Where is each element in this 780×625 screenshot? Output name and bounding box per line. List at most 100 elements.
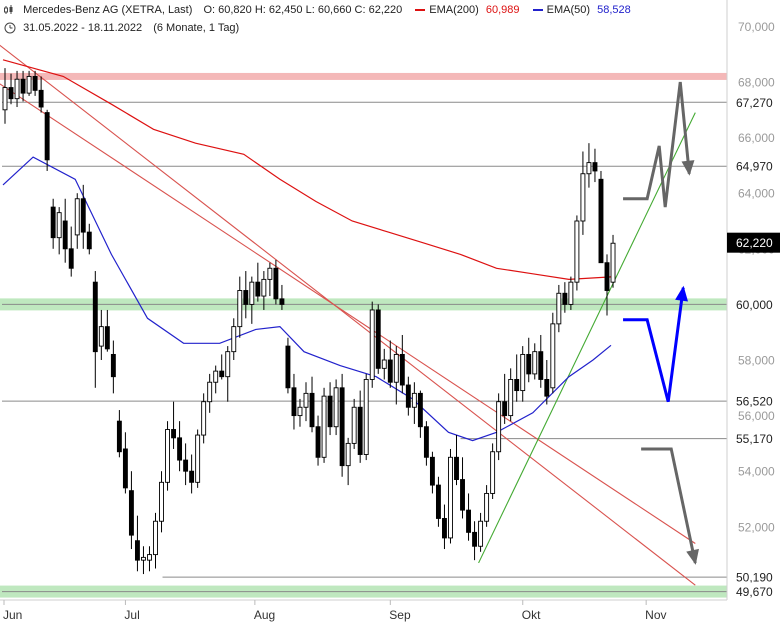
candle-body — [375, 309, 381, 369]
x-tick-label: Jul — [124, 608, 139, 622]
candle-body — [315, 426, 321, 458]
candle-body — [586, 162, 592, 175]
candle-body — [399, 353, 405, 386]
candle-body — [423, 426, 429, 458]
candle-body — [345, 442, 351, 467]
candle-body — [153, 520, 158, 556]
candle-body — [207, 381, 213, 403]
candle-body — [141, 556, 146, 561]
candle-body — [526, 353, 532, 375]
candle-body — [520, 353, 526, 392]
level-label-bg — [728, 429, 778, 448]
candle-body — [171, 429, 177, 439]
level-label: 50,190 — [736, 571, 773, 585]
candle-body — [604, 262, 610, 291]
level-label: 67,270 — [736, 96, 773, 110]
gray-arrow-path — [623, 81, 691, 208]
candle-body — [532, 351, 538, 375]
candle-body — [333, 387, 339, 428]
candle-body — [183, 459, 189, 472]
level-label-bg — [728, 582, 778, 601]
candle-body — [20, 78, 26, 94]
x-tick-label: Nov — [645, 608, 666, 622]
legend-row-1: Mercedes-Benz AG (XETRA, Last) O: 60,820… — [4, 4, 631, 16]
y-axis: 67,270 64,970 60,000 56,520 55,170 50,19049,6… — [727, 20, 780, 601]
level-label: 49,670 — [736, 585, 773, 599]
candle-body — [104, 326, 110, 350]
projection-arrows — [623, 81, 699, 565]
candle-body — [116, 420, 122, 453]
candle-body — [261, 278, 267, 297]
candle-body — [357, 406, 363, 455]
candle-body — [32, 75, 38, 91]
candle-body — [249, 281, 255, 305]
candle-body — [177, 437, 183, 461]
candle-body — [279, 298, 285, 305]
gray-arrow-head — [681, 160, 695, 176]
candle-body — [201, 401, 207, 436]
candle-body — [363, 379, 369, 455]
legend-row-2: 31.05.2022 - 18.11.2022 (6 Monate, 1 Tag… — [4, 22, 239, 34]
candle-body — [2, 87, 8, 111]
candle-body — [134, 540, 140, 561]
candle-body — [213, 370, 219, 383]
x-tick-label: Jun — [3, 608, 22, 622]
resistance-zone — [0, 72, 727, 80]
candle-body — [381, 359, 387, 369]
candle-body — [231, 326, 237, 353]
candle-body — [351, 406, 357, 444]
candle-body — [56, 212, 62, 239]
x-tick-label: Okt — [522, 608, 541, 622]
candle-body — [496, 401, 502, 453]
candle-body — [610, 242, 616, 283]
y-tick-label: 68,000 — [738, 76, 775, 90]
gray-arrow-path — [641, 447, 697, 564]
candle-body — [92, 281, 98, 353]
blue-arrow-path — [623, 287, 685, 403]
chart-title: Mercedes-Benz AG (XETRA, Last) — [23, 4, 193, 16]
candle-body — [327, 395, 333, 428]
ema50-line — [2, 156, 612, 442]
level-label-bg — [728, 93, 778, 112]
candle-body — [454, 456, 459, 480]
level-label-bg — [728, 295, 778, 314]
candle-body — [550, 323, 556, 389]
clock-icon — [4, 22, 16, 34]
gray-arrow-head — [686, 548, 699, 565]
x-tick-label: Sep — [389, 608, 411, 622]
candle-body — [297, 406, 303, 417]
y-tick-label: 52,000 — [738, 520, 775, 534]
candle-body — [165, 429, 170, 483]
candle-body — [478, 520, 484, 547]
candle-body — [189, 470, 195, 483]
y-tick-label: 70,000 — [738, 20, 775, 34]
candle-body — [110, 353, 116, 378]
candle-body — [62, 220, 68, 250]
candle-body — [243, 290, 249, 305]
candle-body — [502, 401, 508, 417]
ema200-swatch — [415, 9, 426, 12]
candle-body — [574, 220, 580, 283]
red-trendline — [0, 83, 696, 544]
chart-type-icon[interactable] — [4, 5, 16, 15]
trendlines — [0, 44, 696, 586]
period-span: (6 Monate, 1 Tag) — [153, 22, 240, 34]
candle-body — [128, 490, 134, 536]
candle-body — [225, 351, 231, 378]
level-label: 56,520 — [736, 395, 773, 409]
y-tick-label: 54,000 — [738, 465, 775, 479]
level-label-bg — [728, 392, 778, 411]
ema200-label: EMA(200) — [429, 4, 479, 16]
last-price-box — [727, 232, 780, 253]
candle-body — [466, 509, 471, 533]
candle-body — [219, 370, 225, 378]
candle-body — [98, 326, 104, 347]
candle-body — [417, 392, 423, 428]
candle-body — [490, 451, 496, 494]
candle-body — [411, 392, 417, 408]
candle-body — [86, 231, 92, 250]
candle-body — [255, 281, 261, 297]
x-axis: Jun Jul Aug Sep Okt Nov — [3, 600, 667, 622]
candle-body — [339, 387, 345, 467]
red-trendline — [0, 44, 696, 586]
